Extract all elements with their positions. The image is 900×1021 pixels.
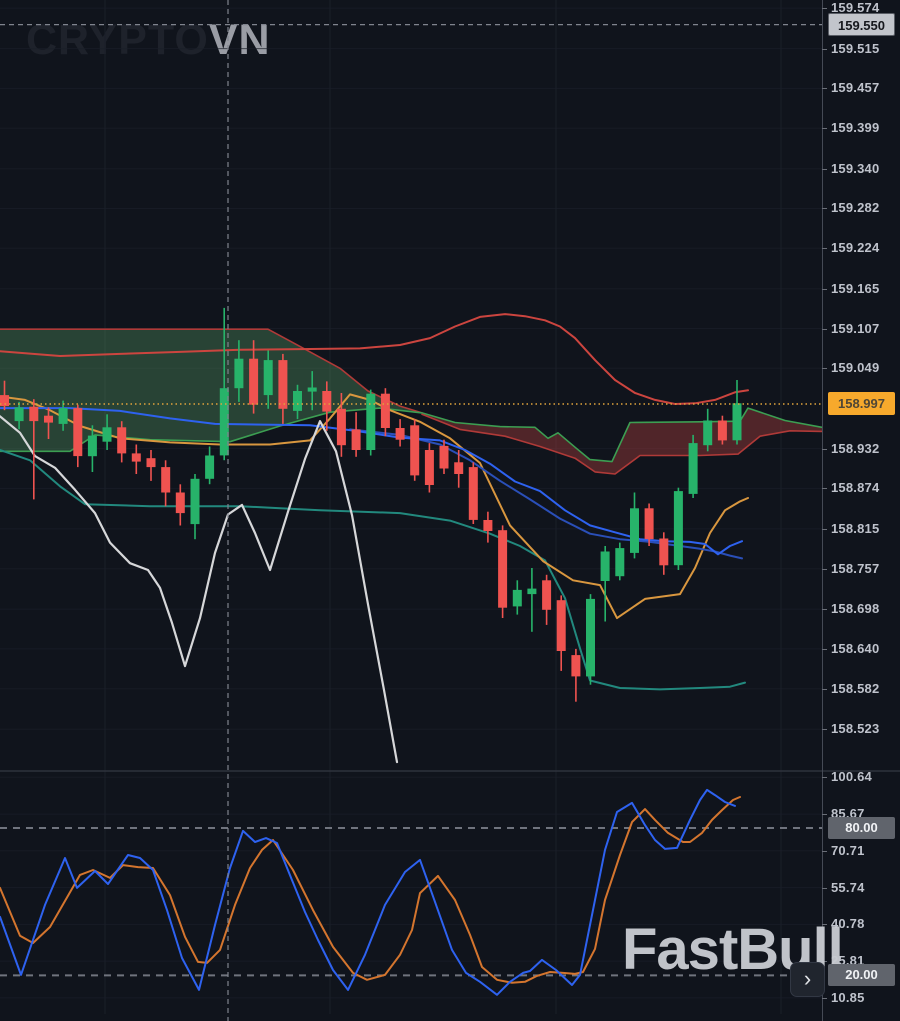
price-tick-label: 159.049 — [822, 360, 899, 376]
candle — [615, 542, 625, 581]
oscillator-tick-label: 40.78 — [822, 916, 899, 932]
senkou-span-a-line — [0, 407, 822, 463]
candle — [293, 384, 302, 420]
candle — [498, 525, 508, 618]
candle — [483, 511, 493, 543]
candle — [0, 380, 9, 411]
senkou-span-b-line — [0, 328, 423, 414]
price-tick-label: 158.523 — [822, 721, 899, 737]
candle — [29, 399, 39, 500]
candles-layer — [0, 307, 742, 702]
candle — [556, 595, 566, 671]
candle — [14, 401, 24, 430]
dark-blue-moving-average — [349, 428, 743, 560]
candle — [351, 412, 361, 457]
price-tick-label: 158.874 — [822, 480, 899, 496]
price-tick-label: 158.698 — [822, 601, 899, 617]
candle — [673, 487, 683, 570]
candle — [322, 381, 332, 431]
last-price-badge: 158.997 — [828, 392, 895, 415]
candle — [512, 580, 522, 615]
chevron-right-icon: › — [803, 966, 812, 991]
candle — [395, 419, 405, 447]
oscillator-tick-label: 100.64 — [822, 769, 899, 785]
price-tick-label: 159.165 — [822, 281, 899, 297]
price-axis-separator — [822, 0, 823, 1021]
price-tick-label: 158.815 — [822, 521, 899, 537]
candle — [205, 446, 215, 485]
candle — [58, 400, 68, 431]
senkou-span-b-line-right — [421, 413, 822, 475]
candle — [659, 532, 669, 575]
price-tick-label: 159.224 — [822, 240, 899, 256]
candle — [410, 419, 420, 481]
candle — [717, 415, 727, 445]
price-tick-label: 159.574 — [822, 0, 899, 16]
candle — [175, 484, 185, 526]
candle — [586, 594, 595, 685]
candle — [630, 492, 639, 559]
candle — [703, 408, 713, 452]
candle — [278, 353, 288, 424]
candle — [542, 574, 552, 625]
price-tick-label: 159.107 — [822, 321, 899, 337]
candle — [234, 340, 244, 402]
candle — [600, 546, 610, 622]
candle — [424, 443, 434, 493]
orange-moving-average — [0, 393, 749, 620]
candle — [73, 404, 83, 468]
candle — [117, 421, 127, 463]
price-tick-label: 158.757 — [822, 561, 899, 577]
grid — [104, 0, 782, 1014]
candle — [336, 393, 346, 457]
price-tick-label: 159.399 — [822, 120, 899, 136]
candle — [146, 450, 156, 481]
oscillator-tick-label: 55.74 — [822, 880, 899, 896]
oscillator-tick-label: 10.85 — [822, 990, 899, 1006]
candle — [571, 648, 581, 702]
price-tick-label: 158.640 — [822, 641, 899, 657]
overbought-level-badge: 80.00 — [828, 817, 895, 839]
candle — [102, 414, 112, 450]
oscillator-tick-label: 70.71 — [822, 843, 899, 859]
crosshair-price-badge: 159.550 — [828, 13, 895, 36]
price-tick-label: 158.932 — [822, 441, 899, 457]
candle — [732, 380, 742, 445]
candle — [131, 444, 141, 474]
price-tick-label: 159.457 — [822, 80, 899, 96]
candle — [380, 388, 390, 437]
oversold-level-badge: 20.00 — [828, 964, 895, 986]
candle — [468, 462, 478, 524]
stochastic-k-line — [0, 788, 736, 996]
candle — [644, 503, 654, 546]
candle — [307, 371, 317, 411]
candle — [44, 407, 53, 439]
candle — [219, 307, 229, 461]
candle — [263, 350, 273, 409]
candle — [366, 389, 376, 456]
price-tick-label: 159.515 — [822, 41, 899, 57]
blue-moving-average — [0, 407, 743, 556]
candle — [527, 568, 537, 632]
ichimoku-cloud-bullish — [0, 329, 422, 452]
candle — [190, 474, 200, 540]
white-zigzag-line — [0, 415, 399, 764]
price-tick-label: 159.282 — [822, 200, 899, 216]
candle — [688, 434, 698, 498]
candle — [454, 450, 464, 488]
cryptovn-watermark: CRYPTOVN — [26, 16, 271, 65]
candle — [249, 340, 259, 414]
candle — [439, 439, 449, 474]
price-tick-label: 158.582 — [822, 681, 899, 697]
candle — [161, 460, 171, 507]
go-to-realtime-button[interactable]: › — [790, 962, 825, 997]
price-tick-label: 159.340 — [822, 161, 899, 177]
candle — [87, 425, 97, 472]
